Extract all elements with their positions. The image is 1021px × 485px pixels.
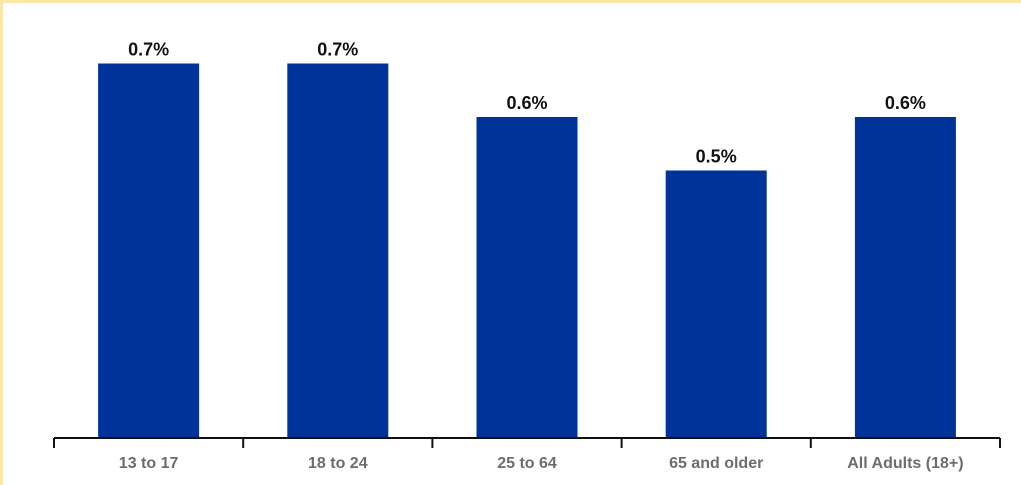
category-label-4: 65 and older [669, 455, 763, 472]
bar-2 [287, 63, 389, 438]
value-label-4: 0.5% [696, 147, 737, 167]
bar-4 [665, 170, 767, 438]
bar-3 [476, 117, 578, 438]
bar-1 [98, 63, 200, 438]
value-label-3: 0.6% [506, 93, 547, 113]
value-label-1: 0.7% [128, 40, 169, 60]
category-label-group: 13 to 17 18 to 24 25 to 64 65 and older All … [119, 455, 964, 472]
category-label-3: 25 to 64 [497, 455, 557, 472]
x-axis [53, 437, 1001, 448]
category-label-1: 13 to 17 [119, 455, 179, 472]
chart-frame-top-border [0, 0, 1021, 3]
value-label-5: 0.6% [885, 93, 926, 113]
value-label-2: 0.7% [317, 40, 358, 60]
category-label-5: All Adults (18+) [847, 455, 963, 472]
chart-frame-left-border [0, 0, 3, 485]
category-label-2: 18 to 24 [308, 455, 368, 472]
value-label-group: 0.7% 0.7% 0.6% 0.5% 0.6% [128, 40, 926, 167]
bar-5 [854, 117, 956, 438]
bar-group [98, 63, 956, 438]
